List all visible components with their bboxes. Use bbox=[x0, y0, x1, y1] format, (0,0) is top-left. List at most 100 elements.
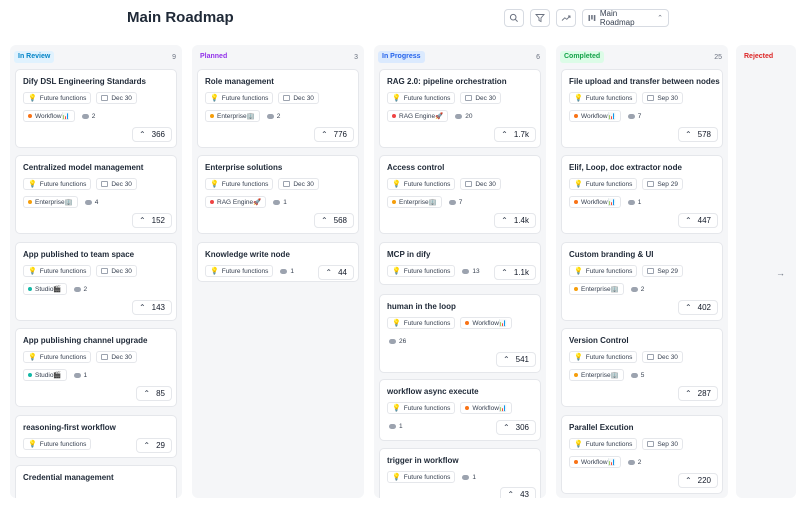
module-tag[interactable]: Workflow📊 bbox=[569, 110, 621, 122]
roadmap-card[interactable]: trigger in workflow 💡 Future functions 1 ⌃ 43 bbox=[379, 448, 541, 498]
category-tag[interactable]: 💡 Future functions bbox=[205, 92, 274, 104]
roadmap-select-label: Main Roadmap bbox=[599, 9, 635, 27]
category-tag[interactable]: 💡 Future functions bbox=[387, 471, 456, 483]
upvote-button[interactable]: ⌃ 568 bbox=[313, 213, 354, 228]
upvote-button[interactable]: ⌃ 578 bbox=[677, 127, 718, 142]
category-tag[interactable]: 💡 Future functions bbox=[205, 178, 274, 190]
upvote-button[interactable]: ⌃ 220 bbox=[677, 473, 718, 488]
category-tag-label: Future functions bbox=[403, 180, 451, 188]
roadmap-card[interactable]: App published to team space 💡 Future funct… bbox=[15, 242, 177, 321]
roadmap-card[interactable]: Centralized model management 💡 Future func… bbox=[15, 155, 177, 234]
roadmap-card[interactable]: Role management 💡 Future functions Dec 30 En… bbox=[197, 69, 359, 148]
module-tag[interactable]: Workflow📊 bbox=[23, 110, 75, 122]
category-tag[interactable]: 💡 Future functions bbox=[569, 438, 638, 450]
module-tag[interactable]: Studio🎬 bbox=[23, 369, 67, 381]
module-tag[interactable]: Workflow📊 bbox=[569, 456, 621, 468]
chevron-up-icon: ⌃ bbox=[320, 130, 328, 139]
upvote-button[interactable]: ⌃ 447 bbox=[677, 213, 718, 228]
upvote-button[interactable]: ⌃ 143 bbox=[131, 300, 172, 315]
roadmap-card[interactable]: RAG 2.0: pipeline orchestration 💡 Future f… bbox=[379, 69, 541, 148]
roadmap-card[interactable]: Elif, Loop, doc extractor node 💡 Future fu… bbox=[561, 155, 723, 234]
module-tag[interactable]: Studio🎬 bbox=[23, 283, 67, 295]
upvote-button[interactable]: ⌃ 1.1k bbox=[494, 265, 536, 280]
roadmap-card[interactable]: App publishing channel upgrade 💡 Future fu… bbox=[15, 328, 177, 407]
upvote-button[interactable]: ⌃ 287 bbox=[677, 386, 718, 401]
category-tag[interactable]: 💡 Future functions bbox=[23, 92, 92, 104]
column-status-badge[interactable]: Rejected bbox=[744, 53, 774, 60]
roadmap-card[interactable]: Credential management bbox=[15, 465, 177, 498]
column-status-badge[interactable]: Planned bbox=[200, 53, 228, 60]
roadmap-card[interactable]: Enterprise solutions 💡 Future functions Dec… bbox=[197, 155, 359, 234]
upvote-button[interactable]: ⌃ 85 bbox=[136, 386, 172, 401]
comment-count-label: 13 bbox=[472, 267, 480, 275]
upvote-button[interactable]: ⌃ 152 bbox=[131, 213, 172, 228]
roadmap-card[interactable]: MCP in dify 💡 Future functions 13 ⌃ 1.1k bbox=[379, 242, 541, 285]
roadmap-card[interactable]: File upload and transfer between nodes 💡 F… bbox=[561, 69, 723, 148]
module-dot-icon bbox=[28, 373, 32, 377]
category-tag[interactable]: 💡 Future functions bbox=[205, 265, 274, 277]
upvote-button[interactable]: ⌃ 1.4k bbox=[494, 213, 536, 228]
chevron-updown-icon: ⌃ bbox=[657, 15, 663, 22]
roadmap-card[interactable]: Version Control 💡 Future functions Dec 30 En… bbox=[561, 328, 723, 407]
category-tag[interactable]: 💡 Future functions bbox=[387, 402, 456, 414]
upvote-button[interactable]: ⌃ 306 bbox=[495, 420, 536, 435]
category-tag[interactable]: 💡 Future functions bbox=[23, 178, 92, 190]
module-tag[interactable]: Enterprise🏢 bbox=[387, 196, 442, 208]
vote-count: 776 bbox=[333, 130, 347, 139]
comment-icon bbox=[630, 286, 638, 292]
upvote-button[interactable]: ⌃ 29 bbox=[136, 438, 172, 453]
roadmap-card[interactable]: Access control 💡 Future functions Dec 30 Ent… bbox=[379, 155, 541, 234]
roadmap-card[interactable]: reasoning-first workflow 💡 Future function… bbox=[15, 415, 177, 458]
roadmap-card[interactable]: Custom branding & UI 💡 Future functions Sep… bbox=[561, 242, 723, 321]
category-tag[interactable]: 💡 Future functions bbox=[23, 265, 92, 277]
column-status-badge[interactable]: Completed bbox=[560, 51, 605, 63]
category-tag-label: Future functions bbox=[585, 440, 633, 448]
upvote-button[interactable]: ⌃ 402 bbox=[677, 300, 718, 315]
column-status-badge[interactable]: In Progress bbox=[378, 51, 425, 63]
arrow-right-icon[interactable]: → bbox=[776, 268, 785, 278]
module-tag[interactable]: Workflow📊 bbox=[460, 402, 513, 414]
comment-icon bbox=[73, 372, 81, 378]
trend-button[interactable] bbox=[556, 9, 576, 27]
upvote-button[interactable]: ⌃ 43 bbox=[500, 487, 536, 498]
module-tag[interactable]: RAG Engine🚀 bbox=[387, 110, 449, 122]
card-title: human in the loop bbox=[387, 302, 456, 311]
category-tag[interactable]: 💡 Future functions bbox=[569, 92, 638, 104]
module-tag[interactable]: RAG Engine🚀 bbox=[205, 196, 267, 208]
card-meta-row: Workflow📊 2 bbox=[23, 110, 98, 122]
category-tag[interactable]: 💡 Future functions bbox=[387, 178, 456, 190]
upvote-button[interactable]: ⌃ 366 bbox=[131, 127, 172, 142]
category-tag[interactable]: 💡 Future functions bbox=[569, 351, 638, 363]
module-tag[interactable]: Enterprise🏢 bbox=[569, 283, 624, 295]
column-status-badge[interactable]: In Review bbox=[14, 51, 55, 63]
roadmap-card[interactable]: human in the loop 💡 Future functions Workfl… bbox=[379, 294, 541, 373]
roadmap-card[interactable]: Dify DSL Engineering Standards 💡 Future fu… bbox=[15, 69, 177, 148]
category-tag[interactable]: 💡 Future functions bbox=[23, 351, 92, 363]
module-tag[interactable]: Workflow📊 bbox=[460, 317, 513, 329]
vote-count: 44 bbox=[338, 268, 347, 277]
category-tag[interactable]: 💡 Future functions bbox=[569, 178, 638, 190]
roadmap-card[interactable]: Parallel Excution 💡 Future functions Sep 30… bbox=[561, 415, 723, 494]
category-tag[interactable]: 💡 Future functions bbox=[387, 317, 456, 329]
upvote-button[interactable]: ⌃ 776 bbox=[313, 127, 354, 142]
module-tag[interactable]: Enterprise🏢 bbox=[569, 369, 624, 381]
chevron-up-icon: ⌃ bbox=[502, 355, 510, 364]
search-button[interactable] bbox=[504, 9, 524, 27]
upvote-button[interactable]: ⌃ 541 bbox=[495, 352, 536, 367]
module-tag[interactable]: Enterprise🏢 bbox=[23, 196, 78, 208]
upvote-button[interactable]: ⌃ 44 bbox=[318, 265, 354, 280]
module-tag[interactable]: Enterprise🏢 bbox=[205, 110, 260, 122]
module-tag[interactable]: Workflow📊 bbox=[569, 196, 621, 208]
upvote-button[interactable]: ⌃ 1.7k bbox=[494, 127, 536, 142]
category-tag[interactable]: 💡 Future functions bbox=[23, 438, 92, 450]
category-tag[interactable]: 💡 Future functions bbox=[569, 265, 638, 277]
comment-count-label: 1 bbox=[399, 422, 403, 430]
filter-button[interactable] bbox=[530, 9, 550, 27]
roadmap-card[interactable]: Knowledge write node 💡 Future functions 1 ⌃ 4… bbox=[197, 242, 359, 282]
category-tag[interactable]: 💡 Future functions bbox=[387, 92, 456, 104]
roadmap-select[interactable]: Main Roadmap ⌃ bbox=[582, 9, 669, 27]
date-label: Dec 30 bbox=[111, 94, 132, 102]
roadmap-card[interactable]: workflow async execute 💡 Future functions W… bbox=[379, 379, 541, 441]
comment-count: 1 bbox=[387, 420, 405, 432]
category-tag[interactable]: 💡 Future functions bbox=[387, 265, 456, 277]
